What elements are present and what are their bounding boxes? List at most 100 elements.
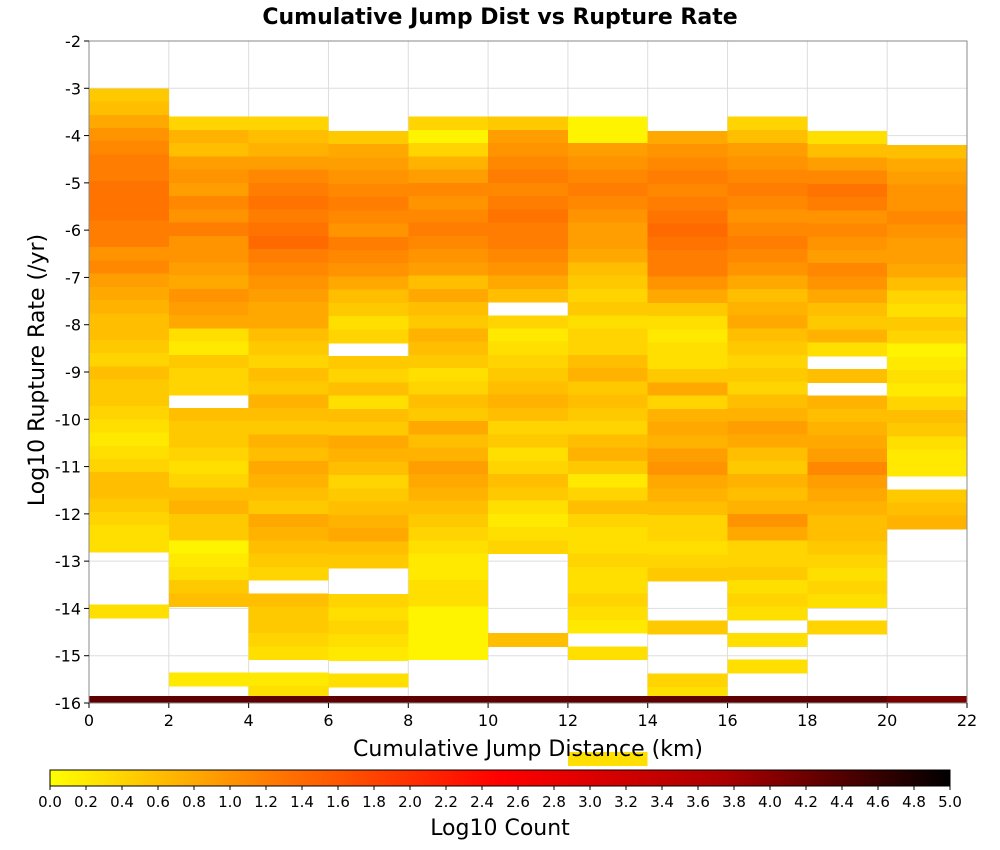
- heatmap-cell: [248, 434, 329, 449]
- heatmap-cell: [248, 143, 329, 157]
- heatmap-cell: [168, 527, 249, 541]
- colorbar-tick-label: 0.6: [146, 793, 170, 811]
- heatmap-cell: [567, 646, 648, 661]
- heatmap-cell: [727, 275, 808, 290]
- heatmap-cell: [887, 158, 967, 173]
- x-tick-label: 14: [638, 711, 658, 730]
- x-tick-label: 4: [244, 711, 254, 730]
- heatmap-cell: [168, 354, 249, 369]
- heatmap-cell: [328, 422, 409, 436]
- heatmap-cell: [647, 263, 728, 278]
- heatmap-cell: [408, 368, 489, 383]
- heatmap-cell: [248, 182, 329, 197]
- colorbar-tick-label: 2.2: [434, 793, 458, 811]
- colorbar-tick-label: 1.4: [290, 793, 314, 811]
- heatmap-cell: [408, 169, 489, 184]
- colorbar-tick-label: 0.2: [74, 793, 98, 811]
- heatmap-cell: [488, 129, 568, 144]
- heatmap-cell: [727, 116, 808, 131]
- heatmap-cell: [727, 527, 808, 541]
- heatmap-cell: [647, 157, 728, 172]
- heatmap-cell: [328, 395, 409, 410]
- heatmap-cell: [807, 408, 888, 423]
- heatmap-cell: [807, 210, 888, 225]
- heatmap-cell: [168, 421, 249, 436]
- colorbar-tick-label: 2.6: [506, 793, 530, 811]
- heatmap-cell: [328, 223, 409, 238]
- heatmap-cell: [168, 487, 249, 502]
- heatmap-cell: [248, 407, 329, 422]
- heatmap-cell: [248, 381, 329, 396]
- heatmap-cell: [567, 275, 648, 290]
- heatmap-cell: [168, 695, 249, 703]
- x-tick-label: 20: [877, 711, 897, 730]
- heatmap-cell: [328, 620, 409, 635]
- heatmap-cell: [488, 540, 568, 555]
- heatmap-cell: [488, 394, 568, 409]
- heatmap-cell: [408, 606, 489, 621]
- heatmap-cell: [408, 434, 489, 449]
- heatmap-cell: [807, 369, 888, 384]
- heatmap-cell: [168, 169, 249, 184]
- heatmap-cell: [408, 116, 489, 131]
- heatmap-cell: [567, 540, 648, 555]
- heatmap-cell: [168, 540, 249, 555]
- heatmap-cell: [727, 249, 808, 263]
- heatmap-cell: [328, 673, 409, 688]
- heatmap-cell: [727, 315, 808, 330]
- heatmap-cell: [567, 460, 648, 475]
- heatmap-cell: [647, 183, 728, 198]
- heatmap-cell: [488, 474, 568, 488]
- heatmap-cell: [248, 646, 329, 661]
- heatmap-cell: [248, 341, 329, 356]
- heatmap-cell: [647, 501, 728, 516]
- x-tick-label: 18: [797, 711, 817, 730]
- heatmap-cell: [89, 432, 169, 447]
- heatmap-cell: [488, 288, 568, 303]
- heatmap-cell: [408, 222, 489, 237]
- heatmap-cell: [727, 434, 808, 449]
- heatmap-cell: [89, 339, 169, 354]
- heatmap-cell: [168, 593, 249, 608]
- heatmap-cell: [807, 448, 888, 463]
- heatmap-cell: [408, 695, 489, 703]
- heatmap-cell: [89, 286, 169, 301]
- heatmap-cell: [328, 263, 409, 278]
- heatmap-cell: [408, 566, 489, 581]
- heatmap-cell: [248, 209, 329, 224]
- heatmap-cell: [328, 461, 409, 476]
- heatmap-cell: [647, 435, 728, 450]
- heatmap-cell: [168, 566, 249, 581]
- heatmap-cell: [488, 460, 568, 475]
- heatmap-cell: [488, 235, 568, 250]
- colorbar-tick-label: 3.0: [578, 793, 602, 811]
- y-axis-label: Log10 Rupture Rate (/yr): [25, 234, 50, 506]
- heatmap-cell: [807, 501, 888, 516]
- heatmap-cell: [887, 502, 967, 517]
- heatmap-cell: [807, 302, 888, 317]
- heatmap-cell: [89, 114, 169, 129]
- heatmap-cell: [89, 406, 169, 420]
- x-tick-label: 8: [403, 711, 413, 730]
- colorbar-tick-label: 1.6: [326, 793, 350, 811]
- heatmap-cell: [567, 394, 648, 409]
- heatmap-cell: [328, 554, 409, 569]
- heatmap-cell: [887, 224, 967, 239]
- heatmap-cell: [807, 528, 888, 542]
- heatmap-cell: [727, 580, 808, 594]
- heatmap-cell: [647, 130, 728, 145]
- heatmap-cell: [567, 196, 648, 210]
- heatmap-cell: [328, 435, 409, 450]
- heatmap-cell: [89, 353, 169, 367]
- heatmap-cell: [328, 210, 409, 225]
- heatmap-cell: [89, 220, 169, 235]
- y-tick-label: -3: [65, 79, 81, 98]
- heatmap-cell: [807, 289, 888, 304]
- heatmap-cell: [807, 435, 888, 450]
- x-tick-label: 10: [478, 711, 498, 730]
- colorbar: [49, 769, 951, 787]
- heatmap-cell: [248, 421, 329, 436]
- heatmap-cell: [89, 379, 169, 394]
- heatmap-cell: [647, 475, 728, 489]
- heatmap-cell: [328, 475, 409, 489]
